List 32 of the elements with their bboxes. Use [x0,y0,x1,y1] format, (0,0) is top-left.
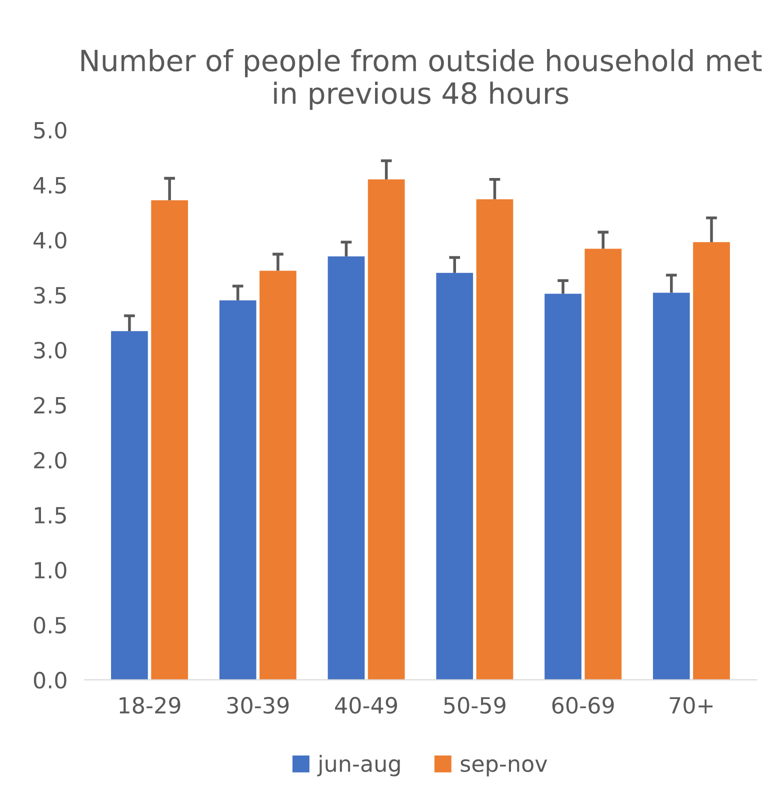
bar [652,292,690,680]
bar [693,242,730,680]
x-tick-label: 60-69 [552,696,614,714]
y-tick-label: 3.5 [34,286,66,304]
x-tick-label: 40-49 [335,696,398,714]
bar [584,248,622,680]
bar [151,200,188,680]
bar [260,270,296,680]
y-tick-label: 0.5 [34,616,66,634]
bar [328,256,365,680]
y-tick-label: 5.0 [34,122,66,139]
y-tick-label: 0.0 [34,672,66,689]
y-tick-label: 4.0 [34,232,66,249]
legend-label: sep-nov [460,759,548,776]
bar [111,331,148,680]
bar [436,272,474,680]
chart-title: Number of people from outside household met in previous 48 hours [81,48,762,110]
legend-label: jun-aug [317,754,400,776]
y-tick-label: 4.5 [34,177,66,194]
y-tick-label: 3.0 [34,342,66,359]
x-tick-label: 70+ [670,696,713,714]
x-tick-label: 18-29 [120,696,180,714]
bar [368,179,405,680]
bar [219,300,256,680]
bar [544,294,582,680]
y-tick-label: 1.5 [34,507,66,524]
x-tick-label: 50-59 [444,696,506,714]
y-tick-label: 2.0 [34,452,66,469]
x-tick-label: 30-39 [227,696,289,714]
y-tick-label: 2.5 [34,396,66,414]
y-tick-label: 1.0 [34,562,66,579]
bar [476,199,514,680]
